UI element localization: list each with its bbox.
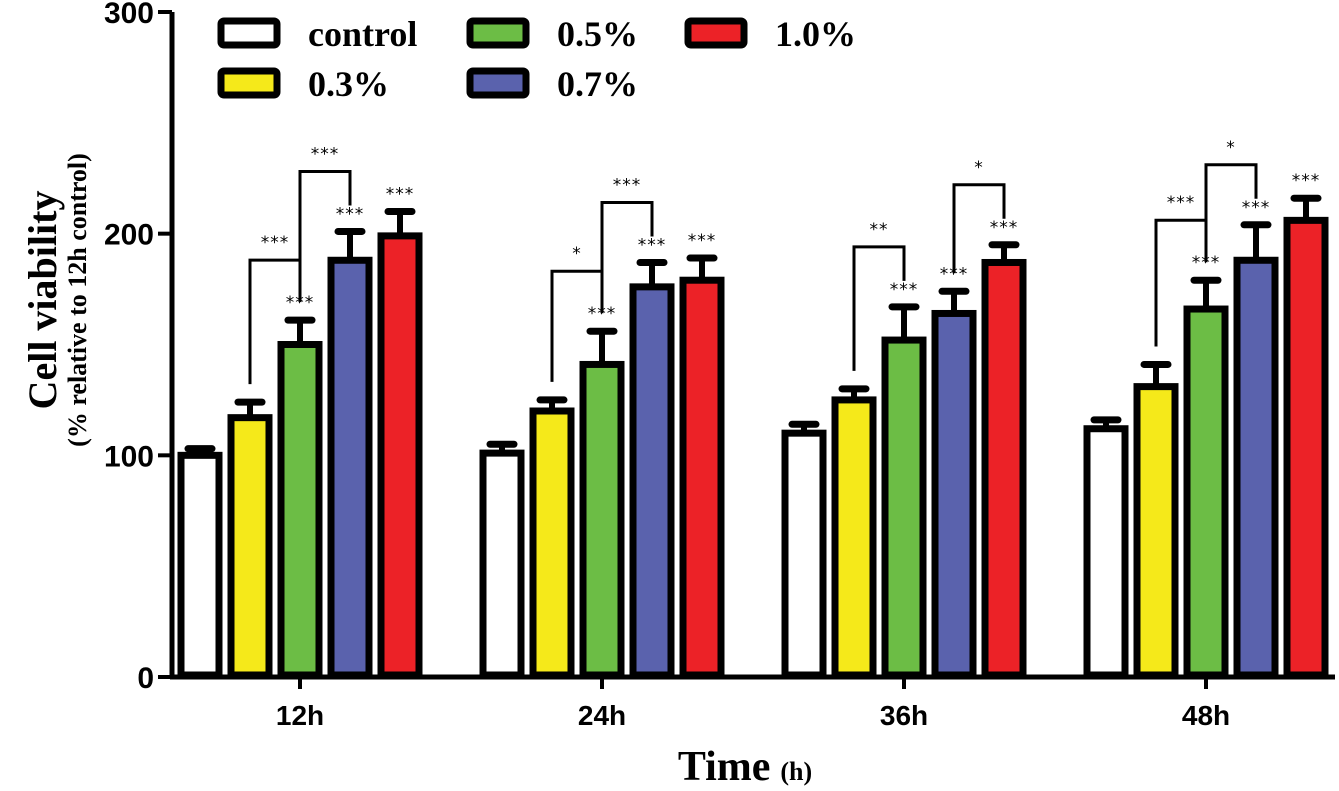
- legend-label: 0.7%: [557, 64, 638, 104]
- bar-10-24h: [679, 276, 725, 679]
- bar-10-12h: [377, 232, 423, 679]
- legend-swatch: [217, 17, 281, 49]
- bar-10-36h: [981, 258, 1027, 679]
- bar-significance-label: ***: [386, 185, 415, 205]
- y-tick-label: 0: [137, 662, 154, 695]
- comparison-bracket: [298, 169, 352, 303]
- x-axis-title-main: Time: [678, 744, 771, 790]
- bar-significance-label: ***: [638, 235, 667, 255]
- legend-label: control: [308, 14, 417, 54]
- bar-07-48h: [1233, 256, 1279, 679]
- bar-control-12h: [177, 451, 223, 679]
- bar-10-48h: [1283, 216, 1329, 679]
- x-axis-title: Time (h): [678, 744, 812, 790]
- bar-control-48h: [1083, 425, 1129, 679]
- bar-05-12h: [277, 341, 323, 679]
- bar-07-36h: [931, 309, 977, 679]
- significance-annotations: ****************************************…: [248, 138, 1321, 385]
- y-tick-label: 100: [104, 440, 154, 473]
- bar-03-36h: [831, 396, 877, 679]
- comparison-significance-label: ***: [261, 233, 290, 253]
- bar-significance-label: ***: [1242, 198, 1271, 218]
- comparison-bracket: [852, 245, 906, 371]
- bar-03-24h: [529, 407, 575, 679]
- bar-07-24h: [629, 283, 675, 679]
- legend-label: 0.3%: [308, 64, 389, 104]
- bar-significance-label: ***: [890, 280, 919, 300]
- bar-significance-label: ***: [336, 204, 365, 224]
- bar-05-24h: [579, 360, 625, 679]
- bar-07-12h: [327, 256, 373, 679]
- bar-05-48h: [1183, 305, 1229, 679]
- comparison-significance-label: *: [572, 244, 582, 264]
- bar-significance-label: ***: [286, 293, 315, 313]
- legend-swatch: [466, 67, 530, 99]
- bar-03-48h: [1133, 383, 1179, 679]
- comparison-significance-label: *: [1226, 138, 1236, 158]
- bar-03-12h: [227, 414, 273, 679]
- bar-significance-label: ***: [1292, 171, 1321, 191]
- comparison-significance-label: ***: [311, 144, 340, 164]
- bar-significance-label: ***: [588, 304, 617, 324]
- comparison-bracket: [1204, 163, 1258, 263]
- bars: [177, 194, 1329, 679]
- comparison-significance-label: ***: [613, 175, 642, 195]
- bar-control-36h: [781, 429, 827, 679]
- comparison-bracket: [600, 200, 654, 314]
- comparison-bracket: [952, 183, 1006, 274]
- legend-swatch: [684, 17, 748, 49]
- x-tick-label: 36h: [880, 700, 928, 731]
- bar-control-24h: [479, 449, 525, 679]
- bar-05-36h: [881, 336, 927, 679]
- bar-significance-label: ***: [990, 218, 1019, 238]
- x-tick-label: 24h: [578, 700, 626, 731]
- bar-significance-label: ***: [940, 264, 969, 284]
- legend-label: 1.0%: [775, 14, 856, 54]
- comparison-significance-label: *: [974, 158, 984, 178]
- y-axis-subtitle: (% relative to 12h control): [63, 153, 92, 447]
- legend-label: 0.5%: [557, 14, 638, 54]
- legend: control 0.3% 0.5% 0.7% 1.0%: [217, 14, 856, 104]
- x-axis-title-unit: (h): [780, 757, 812, 786]
- y-tick-label: 200: [104, 219, 154, 252]
- y-axis-title: Cell viability: [20, 191, 65, 410]
- comparison-significance-label: ***: [1167, 193, 1196, 213]
- legend-swatch: [217, 67, 281, 99]
- bar-significance-label: ***: [1192, 253, 1221, 273]
- legend-swatch: [466, 17, 530, 49]
- y-tick-label: 300: [104, 0, 154, 30]
- x-tick-label: 12h: [276, 700, 324, 731]
- bar-significance-label: ***: [688, 231, 717, 251]
- comparison-significance-label: **: [870, 220, 889, 240]
- x-tick-label: 48h: [1182, 700, 1230, 731]
